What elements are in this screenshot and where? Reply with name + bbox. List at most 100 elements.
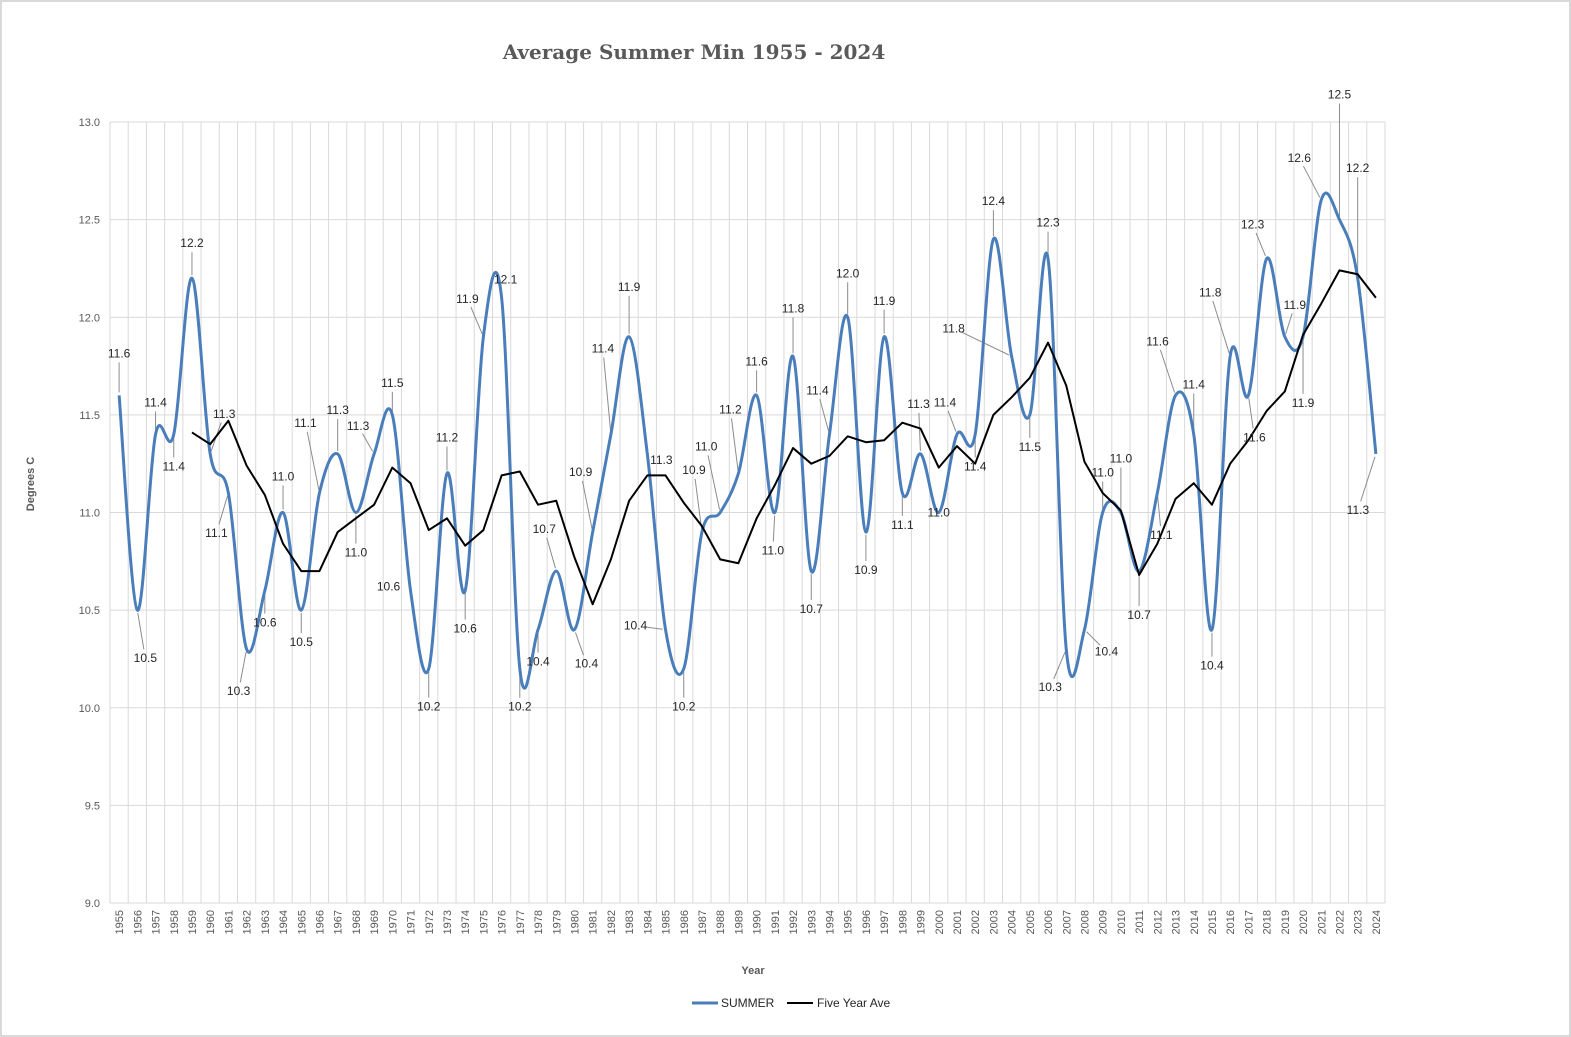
- data-label-leader: [1212, 300, 1230, 354]
- legend-label-summer: SUMMER: [721, 996, 775, 1010]
- x-tick-label: 1992: [788, 910, 800, 934]
- data-label: 11.0: [1091, 466, 1114, 480]
- y-tick-label: 11.0: [79, 508, 100, 520]
- data-label: 11.8: [782, 301, 805, 315]
- data-label-leader: [137, 613, 145, 650]
- x-tick-label: 1996: [861, 910, 873, 934]
- data-label-leader: [947, 410, 957, 432]
- data-label: 10.4: [526, 655, 550, 669]
- x-tick-label: 2005: [1025, 910, 1037, 934]
- data-label: 11.3: [326, 403, 349, 417]
- x-tick-label: 1995: [843, 910, 855, 934]
- data-label: 11.8: [942, 321, 965, 335]
- series-line-summer: [117, 191, 1378, 690]
- data-label: 11.6: [1146, 334, 1169, 348]
- data-label: 12.3: [1241, 218, 1265, 232]
- data-label: 11.2: [436, 430, 459, 444]
- y-tick-label: 9.5: [85, 800, 100, 812]
- data-label: 11.0: [1110, 452, 1133, 466]
- x-tick-label: 1961: [223, 910, 235, 934]
- data-label-leader: [306, 431, 320, 491]
- x-tick-label: 1964: [278, 910, 290, 934]
- data-label-leader: [644, 626, 663, 630]
- gridlines: [109, 121, 1386, 904]
- x-tick-label: 1977: [515, 910, 527, 934]
- data-label-leader: [731, 418, 739, 471]
- x-tick-label: 1962: [242, 910, 254, 934]
- data-label: 10.2: [672, 700, 696, 714]
- x-tick-label: 1969: [369, 910, 381, 934]
- data-label: 11.0: [345, 546, 368, 560]
- data-label: 11.0: [272, 470, 295, 484]
- data-label: 11.6: [745, 354, 768, 368]
- data-label: 11.3: [1347, 503, 1370, 517]
- x-tick-label: 1970: [387, 910, 399, 934]
- x-tick-label: 1997: [879, 910, 891, 934]
- data-label-leader: [1360, 456, 1376, 502]
- data-label: 12.3: [1036, 216, 1060, 230]
- data-label: 11.8: [1199, 285, 1222, 299]
- x-tick-label: 1979: [551, 910, 563, 934]
- x-tick-label: 1991: [770, 910, 782, 934]
- data-label-leader: [1248, 398, 1254, 429]
- data-label: 11.0: [762, 544, 785, 558]
- x-tick-label: 2010: [1116, 910, 1128, 934]
- x-tick-label: 2001: [952, 910, 964, 934]
- x-tick-label: 1985: [661, 910, 673, 934]
- x-tick-label: 1978: [533, 910, 545, 934]
- x-tick-label: 2007: [1061, 910, 1073, 934]
- x-tick-label: 1986: [679, 910, 691, 934]
- data-label-leader: [1302, 165, 1321, 198]
- y-axis-title: Degrees C: [25, 457, 37, 511]
- x-tick-label: 2012: [1152, 910, 1164, 934]
- data-label: 11.1: [1150, 528, 1173, 542]
- x-tick-label: 1983: [624, 910, 636, 934]
- x-tick-label: 1968: [351, 910, 363, 934]
- x-tick-label: 2024: [1371, 910, 1383, 934]
- data-label: 11.9: [1292, 396, 1315, 410]
- data-label: 11.1: [891, 518, 914, 532]
- x-tick-label: 1955: [114, 910, 126, 934]
- data-label: 11.0: [928, 506, 951, 520]
- data-label: 10.9: [682, 463, 706, 477]
- data-label: 12.5: [1328, 88, 1352, 102]
- data-label-leader: [1053, 651, 1066, 680]
- data-label-leader: [707, 455, 721, 510]
- data-label: 10.5: [134, 651, 158, 665]
- data-label: 12.6: [1288, 151, 1312, 165]
- x-tick-label: 2014: [1189, 910, 1201, 934]
- x-tick-label: 2019: [1280, 910, 1292, 934]
- data-label: 12.4: [982, 194, 1006, 208]
- x-tick-label: 2016: [1225, 910, 1237, 934]
- data-label: 10.4: [1095, 645, 1119, 659]
- data-label: 11.0: [695, 440, 718, 454]
- x-tick-label: 1975: [478, 910, 490, 934]
- data-label-leader: [603, 357, 612, 432]
- data-label: 11.9: [456, 292, 479, 306]
- data-label-leader: [961, 331, 1010, 356]
- x-tick-label: 1994: [824, 910, 836, 934]
- x-tick-label: 1989: [733, 910, 745, 934]
- data-label: 11.4: [934, 395, 957, 409]
- x-tick-label: 2023: [1353, 910, 1365, 934]
- y-tick-label: 10.0: [79, 703, 100, 715]
- data-label: 10.3: [1039, 680, 1063, 694]
- data-label: 11.4: [964, 459, 987, 473]
- series-lines: [117, 191, 1378, 690]
- x-tick-label: 1999: [916, 910, 928, 934]
- chart-title: Average Summer Min 1955 - 2024: [502, 40, 886, 64]
- x-tick-label: 2009: [1098, 910, 1110, 934]
- data-label-leader: [819, 398, 830, 432]
- data-label: 11.6: [108, 346, 131, 360]
- x-tick-label: 2022: [1334, 910, 1346, 934]
- legend-label-five-year-ave: Five Year Ave: [817, 996, 890, 1010]
- data-label: 10.6: [253, 616, 277, 630]
- x-tick-label: 1957: [151, 910, 163, 934]
- x-tick-label: 1973: [442, 910, 454, 934]
- x-tick-label: 1963: [260, 910, 272, 934]
- data-label: 12.2: [1346, 161, 1370, 175]
- data-label: 11.5: [1019, 440, 1042, 454]
- data-label-leader: [546, 537, 556, 569]
- data-label: 10.3: [227, 684, 251, 698]
